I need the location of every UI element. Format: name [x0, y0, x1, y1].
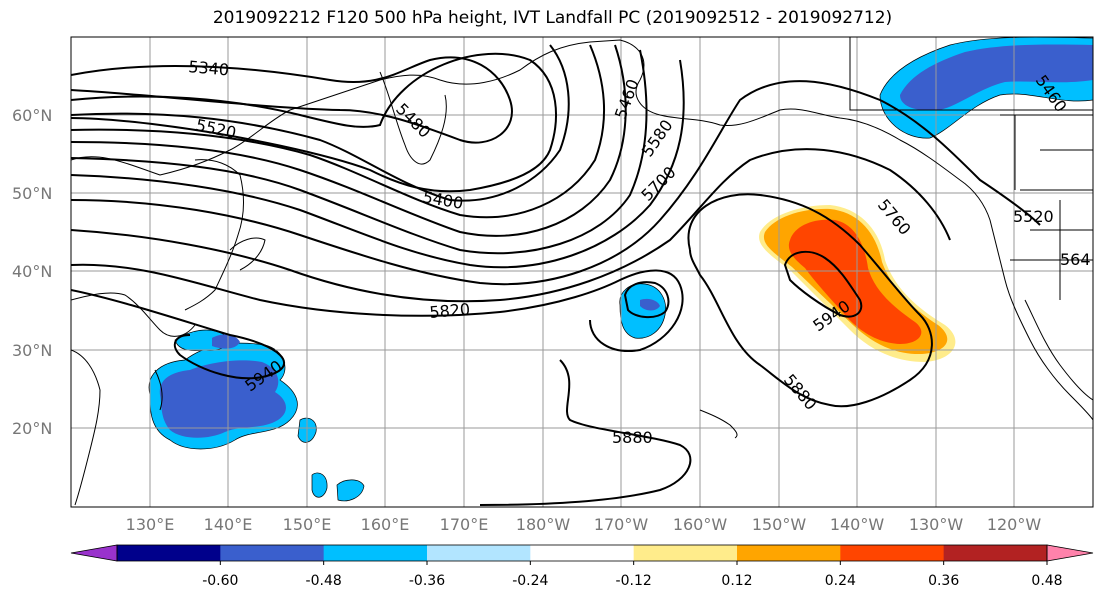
- contour-label-5480: 5480: [392, 99, 434, 141]
- lat-label-20n: 20°N: [12, 419, 52, 438]
- lon-label-170w: 170°W: [594, 515, 649, 534]
- colorbar-right-extend-arrow: [1046, 544, 1094, 562]
- map-frame: [70, 36, 1094, 508]
- colorbar-tick-label: 0.24: [825, 573, 856, 589]
- colorbar: -0.60 -0.48 -0.36 -0.24 -0.12 0.12 0.24 0.36 0.4…: [70, 544, 1094, 589]
- colorbar-segment: [840, 545, 945, 561]
- height-contours: [71, 44, 1041, 506]
- contour-label-5880-south: 5880: [612, 428, 653, 447]
- colorbar-segment: [943, 545, 1048, 561]
- colorbar-segment: [737, 545, 841, 561]
- colorbar-tick-label: 0.48: [1031, 573, 1062, 589]
- colorbar-segments: [117, 545, 1048, 561]
- colorbar-tick-label: -0.60: [202, 573, 238, 589]
- contour-label-564-east: 564: [1060, 250, 1091, 269]
- lat-label-60n: 60°N: [12, 106, 52, 125]
- colorbar-tick-label: 0.36: [928, 573, 959, 589]
- negative-pc-region-west-pacific: [148, 329, 365, 502]
- contour-label-5340: 5340: [188, 57, 230, 79]
- lon-label-150e: 150°E: [283, 515, 332, 534]
- lat-label-30n: 30°N: [12, 341, 52, 360]
- lon-label-160w: 160°W: [673, 515, 728, 534]
- colorbar-tick-label: -0.12: [616, 573, 652, 589]
- graticule: [71, 37, 1093, 507]
- colorbar-frame: [116, 544, 1048, 562]
- lon-label-140e: 140°E: [204, 515, 253, 534]
- colorbar-ticks: -0.60 -0.48 -0.36 -0.24 -0.12 0.12 0.24 0.36 0.4…: [202, 561, 1063, 589]
- colorbar-tick-label: -0.36: [409, 573, 445, 589]
- lon-label-130w: 130°W: [909, 515, 964, 534]
- lon-label-150w: 150°W: [752, 515, 807, 534]
- lon-label-130e: 130°E: [126, 515, 175, 534]
- lon-label-140w: 140°W: [830, 515, 885, 534]
- colorbar-segment: [117, 545, 221, 561]
- map-title: 2019092212 F120 500 hPa height, IVT Land…: [212, 8, 893, 28]
- negative-pc-region-gulf-of-alaska: [879, 37, 1093, 139]
- lon-label-180w: 180°W: [516, 515, 571, 534]
- colorbar-segment: [427, 545, 531, 561]
- colorbar-tick-label: 0.12: [721, 573, 752, 589]
- contour-label-5880-east: 5880: [780, 370, 821, 413]
- lon-label-170e: 170°E: [440, 515, 489, 534]
- colorbar-segment: [633, 545, 738, 561]
- colorbar-segment: [530, 545, 635, 561]
- lat-label-40n: 40°N: [12, 262, 52, 281]
- contour-label-5520-west: 5520: [194, 115, 238, 142]
- colorbar-left-extend-arrow: [70, 544, 118, 562]
- colorbar-tick-label: -0.24: [512, 573, 548, 589]
- contour-label-5700: 5700: [637, 163, 679, 205]
- latitude-labels: 60°N 50°N 40°N 30°N 20°N: [12, 106, 52, 438]
- colorbar-segment: [220, 545, 325, 561]
- contour-label-5520-east: 5520: [1013, 207, 1054, 226]
- colorbar-tick-label: -0.48: [306, 573, 342, 589]
- lon-label-120w: 120°W: [987, 515, 1042, 534]
- contour-label-5760: 5760: [874, 195, 915, 238]
- lon-label-160e: 160°E: [361, 515, 410, 534]
- longitude-labels: 130°E 140°E 150°E 160°E 170°E 180°W 170°…: [126, 515, 1042, 534]
- contour-label-5580: 5580: [638, 116, 677, 160]
- coastlines: [71, 37, 1093, 506]
- contour-label-5820: 5820: [429, 300, 471, 322]
- lat-label-50n: 50°N: [12, 184, 52, 203]
- colorbar-segment: [323, 545, 428, 561]
